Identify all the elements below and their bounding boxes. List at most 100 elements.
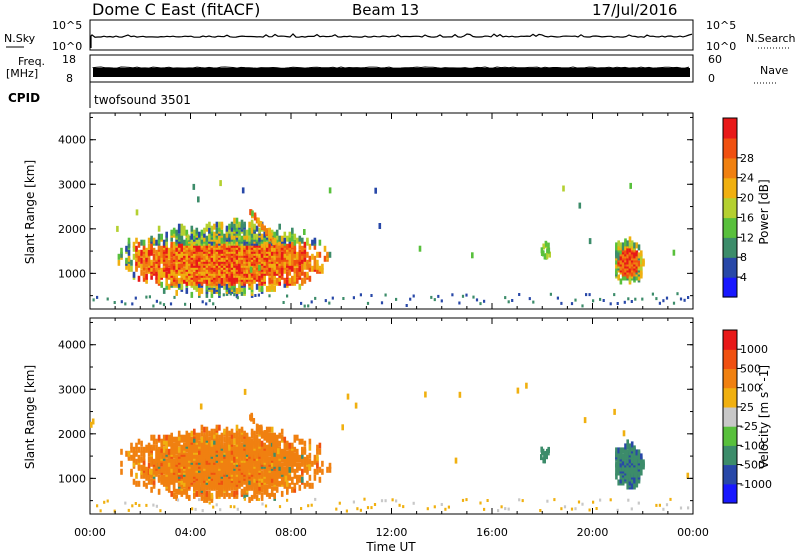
echo-cell — [157, 243, 161, 250]
echo-cell — [617, 465, 620, 472]
colorbar-segment — [723, 157, 737, 179]
echo-cell — [155, 454, 158, 461]
echo-cell — [260, 486, 264, 493]
ground-scatter-cell — [254, 294, 257, 297]
ground-scatter-cell — [585, 293, 588, 297]
echo-cell — [286, 466, 289, 473]
echo-cell — [132, 271, 136, 278]
echo-cell — [183, 442, 186, 449]
echo-cell — [263, 448, 266, 455]
echo-cell — [308, 243, 312, 250]
ground-scatter-cell — [651, 292, 654, 296]
echo-cell — [223, 482, 226, 489]
echo-cell — [195, 484, 199, 491]
echo-cell — [172, 279, 176, 286]
echo-cell — [167, 460, 171, 467]
echo-cell — [145, 466, 148, 473]
echo-cell — [286, 279, 289, 286]
echo-cell — [213, 277, 216, 284]
echo-cell — [157, 271, 161, 278]
ground-scatter-cell — [300, 507, 303, 510]
echo-cell — [150, 478, 153, 485]
echo-cell — [283, 480, 287, 487]
echo-cell — [203, 245, 206, 252]
echo-cell — [303, 259, 307, 266]
echo-cell — [177, 227, 181, 234]
echo-cell — [258, 480, 261, 487]
ground-scatter-cell — [310, 503, 313, 507]
ground-scatter-cell — [352, 296, 355, 300]
echo-cell — [253, 490, 256, 497]
echo-cell — [263, 239, 266, 246]
echo-cell — [283, 281, 287, 288]
echo-cell — [293, 452, 297, 459]
echo-cell — [177, 233, 181, 240]
echo-cell — [291, 462, 294, 469]
echo-cell — [301, 245, 304, 252]
echo-cell — [167, 448, 171, 455]
echo-cell — [617, 240, 620, 247]
echo-cell — [424, 391, 427, 398]
echo-cell — [218, 221, 221, 228]
echo-cell — [198, 285, 201, 292]
echo-cell — [268, 253, 271, 260]
ground-scatter-cell — [616, 302, 619, 305]
echo-cell — [543, 457, 546, 464]
x-tick-label: 12:00 — [376, 526, 408, 539]
echo-cell — [218, 438, 221, 445]
echo-cell — [278, 279, 281, 286]
echo-cell — [160, 442, 163, 449]
echo-cell — [155, 277, 158, 284]
echo-cell — [306, 263, 309, 270]
ground-scatter-cell — [609, 498, 612, 502]
echo-cell — [308, 261, 312, 268]
ground-scatter-cell — [145, 503, 148, 507]
echo-cell — [548, 251, 551, 258]
echo-cell — [255, 428, 259, 435]
echo-cell — [273, 456, 276, 463]
echo-cell — [418, 245, 422, 252]
ground-scatter-cell — [236, 507, 239, 511]
echo-cell — [296, 466, 299, 473]
echo-cell — [155, 239, 158, 246]
colorbar-segment — [723, 406, 737, 427]
ground-scatter-cell — [212, 505, 215, 509]
echo-cell — [301, 237, 304, 244]
ground-scatter-cell — [665, 503, 669, 507]
echo-cell — [313, 259, 317, 266]
echo-cell — [288, 456, 292, 463]
echo-cell — [120, 247, 123, 254]
ground-scatter-cell — [402, 505, 405, 509]
nave-label: Nave — [760, 64, 788, 77]
echo-cell — [170, 490, 173, 497]
echo-cell — [270, 432, 274, 439]
echo-cell — [283, 466, 287, 473]
echo-cell — [157, 474, 161, 481]
echo-cell — [278, 432, 281, 439]
ground-scatter-cell — [155, 299, 158, 303]
echo-cell — [640, 268, 643, 275]
echo-cell — [175, 488, 178, 495]
echo-cell — [200, 494, 204, 501]
echo-cell — [301, 257, 304, 264]
echo-cell — [117, 259, 121, 266]
echo-cell — [303, 482, 307, 489]
ground-scatter-cell — [342, 297, 345, 300]
echo-cell — [170, 229, 173, 236]
echo-cell — [220, 221, 224, 228]
ground-scatter-cell — [159, 509, 162, 513]
ground-scatter-cell — [307, 504, 310, 508]
echo-cell — [298, 462, 302, 469]
echo-cell — [275, 229, 279, 236]
echo-cell — [135, 263, 138, 270]
echo-cell — [283, 231, 287, 238]
echo-cell — [150, 259, 153, 266]
echo-cell — [230, 283, 234, 290]
echo-cell — [215, 436, 219, 443]
echo-cell — [258, 273, 261, 280]
echo-cell — [220, 229, 224, 236]
echo-cell — [306, 237, 309, 244]
echo-cell — [208, 235, 211, 242]
echo-cell — [286, 235, 289, 242]
